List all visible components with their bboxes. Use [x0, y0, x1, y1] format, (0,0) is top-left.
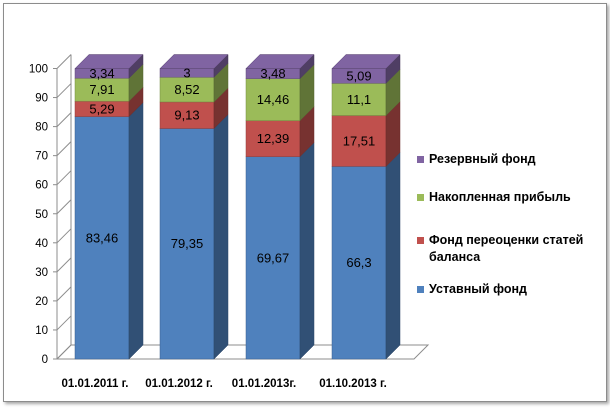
y-tick-depth-line — [56, 286, 72, 302]
legend-label: Фонд переоценки статей баланса — [429, 233, 584, 264]
bar-segment — [331, 115, 387, 167]
stacked-3d-column-chart: 0 10 20 30 40 50 60 70 80 90 100 83,46 5,29 7,913,34 0… — [29, 53, 430, 390]
legend-swatch — [417, 286, 424, 293]
data-label: 3,34 — [89, 66, 114, 81]
legend-item: Фонд переоценки статей баланса — [417, 232, 609, 266]
y-tick-label: 80 — [35, 122, 48, 134]
bar-stack — [331, 53, 401, 360]
bar-stack — [74, 53, 144, 360]
data-label: 14,46 — [257, 92, 290, 107]
legend-swatch — [417, 237, 424, 244]
bar-segment — [245, 156, 301, 360]
bar-top-face — [74, 54, 144, 69]
legend-swatch — [417, 156, 424, 163]
legend-item: Уставный фонд — [417, 281, 527, 298]
y-tick-label: 40 — [35, 238, 48, 250]
chart-frame: 0 10 20 30 40 50 60 70 80 90 100 83,46 5,29 7,91 3,34 0… — [3, 3, 607, 402]
bar-top-face — [331, 54, 401, 69]
data-label: 17,51 — [343, 133, 376, 148]
data-label: 5,29 — [89, 101, 114, 116]
y-tick-label: 30 — [35, 267, 48, 279]
data-label: 8,52 — [174, 82, 199, 97]
bar-segment-side — [299, 142, 315, 360]
y-tick-depth-line — [56, 141, 72, 157]
y-tick-label: 0 — [42, 354, 48, 366]
data-label: 3 — [183, 65, 190, 80]
y-tick-label: 70 — [35, 151, 48, 163]
x-category-label: 01.10.2013 г. — [319, 378, 387, 390]
legend-item: Резервный фонд — [417, 151, 536, 168]
data-label: 9,13 — [174, 108, 199, 123]
y-tick-depth-line — [56, 228, 72, 244]
legend-swatch — [417, 194, 424, 201]
data-label: 66,3 — [346, 255, 371, 270]
y-tick-depth-line — [56, 344, 72, 360]
bar-segment — [159, 128, 215, 360]
data-label: 3,48 — [260, 66, 285, 81]
bar-top-face — [245, 54, 315, 69]
x-category-label: 01.01.2011 г. — [62, 378, 129, 390]
y-tick-label: 60 — [35, 180, 48, 192]
bar-stack — [245, 53, 315, 360]
bar-segment-side — [213, 113, 229, 360]
data-label: 69,67 — [257, 250, 290, 265]
bar-segment — [159, 101, 215, 129]
y-tick-depth-line — [56, 170, 72, 186]
data-label: 79,35 — [171, 236, 204, 251]
y-tick-label: 10 — [35, 325, 48, 337]
legend-label: Уставный фонд — [429, 282, 527, 296]
legend-label: Накопленная прибыль — [429, 190, 571, 204]
y-tick-depth-line — [56, 83, 72, 98]
data-label: 7,91 — [89, 82, 114, 97]
bar-segment-side — [385, 151, 401, 360]
data-label: 11,1 — [347, 92, 371, 107]
bar-segment — [159, 76, 215, 103]
y-tick-label: 90 — [35, 93, 48, 105]
bar-top-face — [159, 54, 229, 69]
data-label: 5,09 — [346, 68, 371, 83]
x-category-label: 01.01.2012 г. — [145, 378, 213, 390]
bar-segment — [74, 116, 130, 360]
y-tick-label: 20 — [35, 296, 48, 308]
y-tick-depth-line — [56, 315, 72, 331]
y-tick-depth-line — [56, 257, 72, 273]
y-tick-depth-line — [56, 54, 72, 69]
y-tick-depth-line — [56, 112, 72, 127]
x-category-label: 01.01.2013г. — [232, 378, 296, 390]
bar-stack — [159, 53, 229, 360]
legend-label: Резервный фонд — [429, 152, 536, 166]
legend-item: Накопленная прибыль — [417, 189, 571, 206]
data-label: 83,46 — [86, 230, 119, 245]
y-tick-label: 100 — [29, 64, 48, 76]
data-label: 12,39 — [257, 131, 290, 146]
y-tick-label: 50 — [35, 209, 48, 221]
chart-legend: Резервный фонд Накопленная прибыль Фонд пе… — [417, 4, 607, 399]
bar-segment-side — [128, 101, 144, 360]
y-tick-depth-line — [56, 199, 72, 215]
bar-segment — [245, 78, 301, 121]
